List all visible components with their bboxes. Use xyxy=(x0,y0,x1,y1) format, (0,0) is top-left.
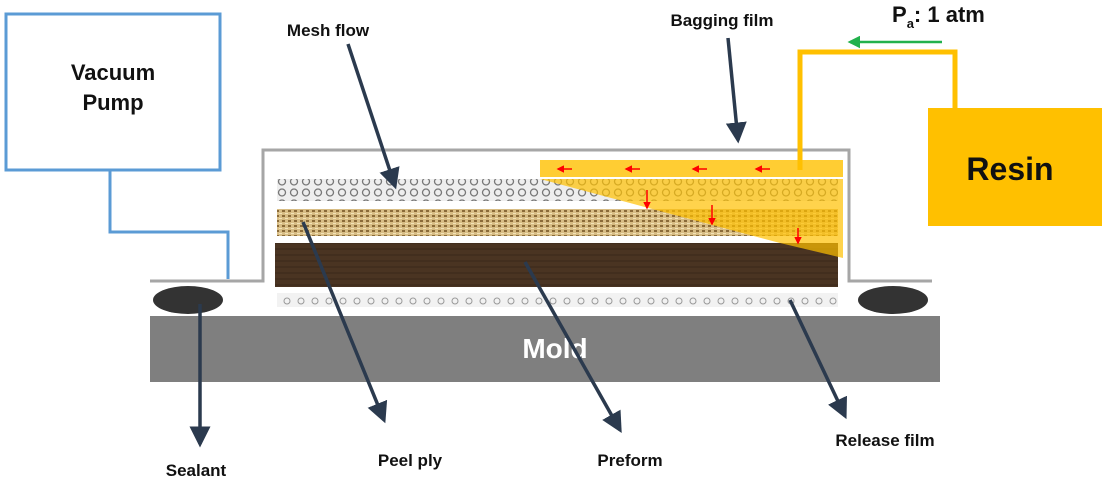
vacuum-line xyxy=(108,170,230,279)
preform-label: Preform xyxy=(597,451,662,470)
vacuum-pump-label: Vacuum xyxy=(71,60,155,85)
sealant-left xyxy=(153,286,223,314)
resin-box xyxy=(928,108,1102,226)
sealant-label: Sealant xyxy=(166,461,227,480)
mold xyxy=(150,316,940,382)
flow-arrows xyxy=(556,165,802,245)
vacuum-pump-box xyxy=(4,12,222,172)
leader-lines xyxy=(189,37,847,448)
preform-layer xyxy=(275,243,838,287)
sealant-right xyxy=(858,286,928,314)
pressure-label: Pa: 1 atm xyxy=(892,2,985,31)
mesh-flow-label: Mesh flow xyxy=(287,21,370,40)
bagging-film xyxy=(150,148,932,283)
peel-ply-label: Peel ply xyxy=(378,451,443,470)
resin-line xyxy=(797,49,958,170)
release-film-label: Release film xyxy=(835,431,934,450)
resin-label: Resin xyxy=(966,151,1053,187)
bagging-film-label: Bagging film xyxy=(671,11,774,30)
vacuum-pump-label-2: Pump xyxy=(82,90,143,115)
mold-label: Mold xyxy=(522,333,587,364)
resin-flow-front xyxy=(540,179,843,258)
release-film-layer xyxy=(277,293,838,307)
